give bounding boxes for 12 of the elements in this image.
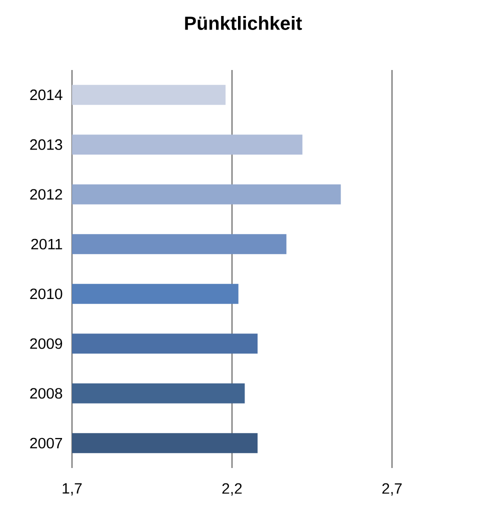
y-tick-label: 2013 — [30, 139, 62, 150]
x-tick-label: 2,7 — [382, 483, 402, 496]
chart-title: Pünktlichkeit — [185, 16, 302, 30]
y-tick-label: 2008 — [30, 388, 62, 399]
y-tick-label: 2007 — [30, 438, 62, 448]
x-tick-label: 1,7 — [62, 483, 82, 496]
y-tick-label: 2011 — [31, 238, 62, 250]
y-tick-label: 2014 — [30, 90, 62, 100]
y-tick-label: 2012 — [30, 189, 62, 200]
y-tick-label: 2010 — [30, 288, 62, 300]
y-tick-label: 2009 — [30, 338, 62, 349]
x-tick-label: 2,2 — [222, 483, 242, 496]
